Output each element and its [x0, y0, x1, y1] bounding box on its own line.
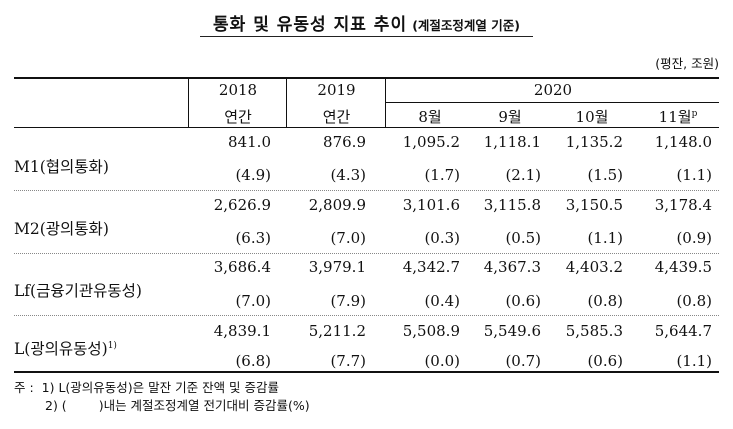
table-cell-value: 841.0: [228, 133, 271, 151]
row-label-text: L(광의유동성): [14, 340, 108, 358]
table-cell-value: 3,101.6: [402, 196, 460, 214]
table-cell-value: 3,150.5: [565, 196, 623, 214]
footnote-2: 2) ( )내는 계절조정계열 전기대비 증감률(%): [45, 395, 310, 414]
table-cell-value: 4,403.2: [565, 258, 623, 276]
table-cell-change: (0.6): [587, 352, 623, 370]
table-cell-change: (1.1): [676, 352, 712, 370]
table-cell-change: (1.5): [587, 166, 623, 184]
unit-label: (평잔, 조원): [655, 56, 719, 71]
header-year-2018: 2018: [218, 81, 258, 99]
title-main: 통화 및 유동성 지표 추이: [213, 15, 408, 35]
header-period: 9월: [498, 108, 522, 126]
table-cell-value: 1,135.2: [565, 133, 623, 151]
table-cell-change: (1.7): [424, 166, 460, 184]
table-cell-value: 3,178.4: [654, 196, 712, 214]
table-cell-value: 2,809.9: [308, 196, 366, 214]
table-cell-change: (0.6): [505, 292, 541, 310]
table-cell-value: 5,211.2: [308, 322, 366, 340]
table-cell-change: (0.8): [676, 292, 712, 310]
table-cell-change: (0.0): [424, 352, 460, 370]
table-cell-change: (7.0): [330, 229, 366, 247]
table-cell-change: (0.3): [424, 229, 460, 247]
table-cell-change: (1.1): [676, 166, 712, 184]
table-cell-change: (2.1): [505, 166, 541, 184]
table-cell-change: (7.0): [235, 292, 271, 310]
table-cell-change: (0.9): [676, 229, 712, 247]
row-label-m1: M1(협의통화): [14, 155, 109, 177]
table-cell-change: (4.9): [235, 166, 271, 184]
table-cell-value: 5,585.3: [565, 322, 623, 340]
header-period: 연간: [224, 108, 252, 126]
header-divider: [385, 79, 386, 127]
note-2-text-a: 2) (: [45, 398, 67, 413]
row-label-lf: Lf(금융기관유동성): [14, 279, 142, 301]
table-cell-change: (4.3): [330, 166, 366, 184]
table-cell-change: (6.8): [235, 352, 271, 370]
table-cell-value: 876.9: [323, 133, 366, 151]
table-cell-value: 1,148.0: [654, 133, 712, 151]
row-label-text: Lf(금융기관유동성): [14, 282, 142, 300]
header-period: 8월: [418, 108, 442, 126]
row-separator: [14, 253, 719, 254]
title-subtitle: (계절조정계열 기준): [412, 18, 520, 33]
table-cell-value: 5,508.9: [402, 322, 460, 340]
table-cell-change: (0.8): [587, 292, 623, 310]
row-separator: [14, 315, 719, 316]
footnote-1: 주 : 1) L(광의유동성)은 말잔 기준 잔액 및 증감률: [14, 377, 279, 396]
table-cell-value: 3,686.4: [213, 258, 271, 276]
table-cell-value: 3,115.8: [483, 196, 541, 214]
table-top-rule: [14, 77, 719, 79]
row-label-l: L(광의유동성)1): [14, 337, 117, 359]
table-cell-value: 1,095.2: [402, 133, 460, 151]
header-year-2020: 2020: [533, 81, 573, 99]
row-label-text: M2(광의통화): [14, 220, 109, 238]
table-cell-value: 4,439.5: [654, 258, 712, 276]
table-title: 통화 및 유동성 지표 추이 (계절조정계열 기준): [0, 10, 733, 35]
header-period-preliminary: 11월p: [640, 106, 716, 127]
table-cell-change: (0.4): [424, 292, 460, 310]
table-cell-value: 2,626.9: [213, 196, 271, 214]
table-cell-change: (1.1): [587, 229, 623, 247]
preliminary-mark: p: [691, 109, 698, 119]
row-label-m2: M2(광의통화): [14, 217, 109, 239]
table-cell-value: 5,549.6: [483, 322, 541, 340]
note-prefix: 주 :: [14, 380, 34, 395]
table-cell-change: (0.7): [505, 352, 541, 370]
table-cell-change: (7.9): [330, 292, 366, 310]
header-divider: [188, 79, 189, 127]
table-cell-value: 1,118.1: [483, 133, 541, 151]
header-divider: [286, 79, 287, 127]
table-cell-value: 5,644.7: [654, 322, 712, 340]
table-cell-change: (7.7): [330, 352, 366, 370]
header-period-label: 11월: [658, 108, 692, 126]
footnote-ref: 1): [107, 340, 117, 351]
row-label-text: M1(협의통화): [14, 158, 109, 176]
table-cell-value: 4,367.3: [483, 258, 541, 276]
table-cell-value: 4,839.1: [213, 322, 271, 340]
header-period: 연간: [322, 108, 351, 126]
table-bottom-rule: [14, 371, 719, 373]
note-1-text: 1) L(광의유동성)은 말잔 기준 잔액 및 증감률: [41, 380, 280, 395]
note-2-text-b: )내는 계절조정계열 전기대비 증감률(%): [98, 398, 310, 413]
year-2020-span-rule: [385, 102, 719, 103]
header-period: 10월: [575, 108, 609, 126]
table-header-rule: [14, 127, 719, 128]
title-underline: [200, 36, 533, 37]
header-year-2019: 2019: [317, 81, 356, 99]
table-cell-value: 4,342.7: [402, 258, 460, 276]
table-cell-change: (0.5): [505, 229, 541, 247]
table-cell-change: (6.3): [235, 229, 271, 247]
row-separator: [14, 190, 719, 191]
table-cell-value: 3,979.1: [308, 258, 366, 276]
